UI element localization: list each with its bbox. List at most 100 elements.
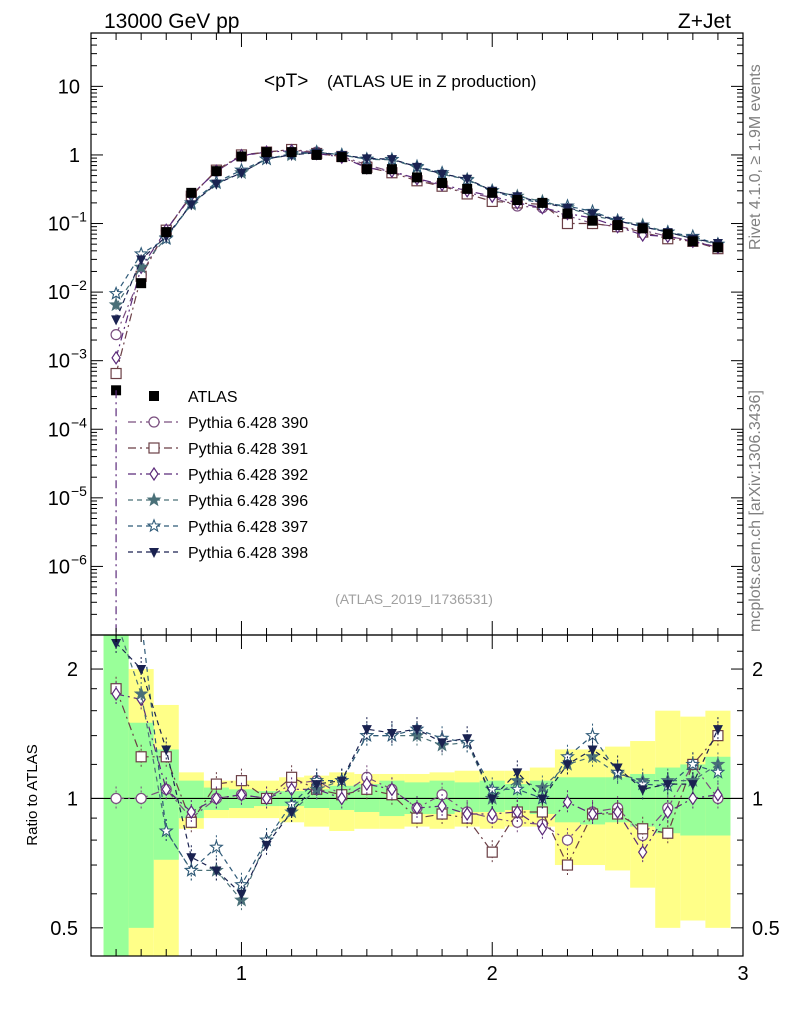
- ratio-point-s392: [713, 787, 723, 802]
- band-inner-bin: [153, 749, 179, 860]
- y-tick-label: 10: [48, 488, 70, 510]
- ratio-point-s398: [236, 889, 247, 900]
- data-point-s398: [587, 209, 598, 220]
- atlas-data-point: [637, 223, 648, 234]
- ratio-point-s397: [158, 823, 174, 838]
- ratio-point-s398: [662, 780, 673, 791]
- data-point-s398: [186, 200, 197, 211]
- ratio-point-s392: [111, 686, 121, 702]
- ratio-point-s396: [133, 686, 149, 701]
- atlas-data-point: [211, 166, 222, 177]
- data-point-s398: [412, 162, 422, 173]
- ratio-point-s398: [211, 866, 222, 877]
- ratio-point-s391: [637, 823, 649, 835]
- data-point-s391: [110, 367, 122, 380]
- ratio-point-s392: [537, 821, 548, 836]
- ratio-point-s390: [561, 834, 574, 846]
- ratio-point-s398: [537, 794, 548, 805]
- ratio-point-s392: [286, 782, 297, 797]
- y-tick-label: 10: [58, 76, 80, 98]
- ratio-point-s398: [161, 745, 172, 756]
- ratio-point-s398: [361, 725, 372, 736]
- atlas-data-point: [136, 278, 147, 289]
- y-tick-label: 1: [69, 145, 80, 167]
- ratio-point-s398: [261, 840, 272, 851]
- legend-marker-s398: [149, 548, 159, 558]
- ratio-point-s392: [637, 845, 648, 860]
- legend-marker-s392: [149, 466, 159, 482]
- ratio-point-s391: [561, 859, 574, 871]
- ratio-point-s391: [235, 775, 248, 787]
- atlas-data-point: [311, 149, 322, 160]
- atlas-data-point: [161, 227, 172, 238]
- ratio-point-s392: [387, 782, 397, 797]
- atlas-data-point: [261, 147, 272, 158]
- legend-label-s391: Pythia 6.428 391: [188, 441, 308, 458]
- y-tick-label-exponent: −5: [71, 483, 87, 499]
- atlas-data-point: [361, 164, 372, 175]
- legend-marker-s397: [146, 518, 162, 533]
- ratio-point-s398: [437, 738, 448, 749]
- x-tick-label: 2: [487, 963, 498, 985]
- ratio-point-s392: [362, 776, 372, 792]
- ratio-point-s398: [587, 745, 598, 756]
- ratio-point-s392: [487, 806, 497, 822]
- ratio-point-s392: [512, 804, 523, 820]
- data-point-s398: [462, 174, 473, 185]
- atlas-data-point: [437, 177, 448, 188]
- ratio-point-s398: [562, 760, 573, 771]
- ratio-y-tick-label: 2: [67, 659, 78, 681]
- mcplots-label: mcplots.cern.ch [arXiv:1306.3436]: [747, 390, 764, 632]
- ratio-point-s398: [512, 768, 523, 779]
- atlas-data-point: [512, 195, 523, 206]
- legend-marker-s391: [148, 442, 160, 454]
- ratio-y-tick-label-right: 2: [752, 659, 763, 681]
- data-point-s396: [133, 259, 149, 274]
- ratio-point-s391: [536, 806, 548, 818]
- y-tick-label-exponent: −6: [71, 551, 87, 567]
- y-tick-label-exponent: −4: [71, 414, 87, 430]
- legend-label-s392: Pythia 6.428 392: [188, 467, 308, 484]
- legend-label-atlas: ATLAS: [188, 389, 238, 406]
- data-point-s390: [110, 329, 122, 341]
- atlas-data-point: [537, 197, 548, 208]
- ratio-point-s392: [688, 791, 698, 806]
- ratio-y-tick-label-right: 0.5: [752, 918, 780, 940]
- ratio-point-s392: [337, 791, 347, 806]
- y-tick-label: 10: [48, 351, 70, 373]
- ratio-point-s398: [487, 794, 498, 805]
- data-point-s398: [361, 154, 372, 165]
- ratio-point-s392: [211, 791, 222, 806]
- y-tick-label: 10: [48, 556, 70, 578]
- ratio-point-s392: [612, 804, 623, 820]
- atlas-data-point: [386, 164, 397, 175]
- data-point-s397: [108, 285, 124, 300]
- ratio-point-s398: [712, 725, 723, 736]
- ratio-point-s398: [286, 807, 297, 818]
- plot-subtitle: (ATLAS UE in Z production): [327, 72, 536, 91]
- atlas-data-point: [712, 242, 723, 253]
- process-label: Z+Jet: [678, 10, 731, 33]
- ratio-point-s392: [161, 782, 171, 797]
- ratio-point-s397: [560, 749, 575, 764]
- atlas-data-point: [487, 187, 498, 198]
- atlas-data-point: [462, 183, 473, 194]
- data-point-s396: [108, 297, 124, 312]
- ratio-y-axis-label: Ratio to ATLAS: [24, 744, 41, 845]
- atlas-data-point: [186, 187, 197, 198]
- atlas-data-point: [412, 172, 422, 183]
- legend-label-s390: Pythia 6.428 390: [188, 415, 308, 432]
- y-tick-label-exponent: −1: [71, 209, 87, 225]
- ratio-y-tick-label: 0.5: [50, 918, 78, 940]
- data-point-s392: [111, 350, 121, 365]
- y-tick-label: 10: [48, 419, 70, 441]
- ratio-point-s392: [663, 804, 673, 820]
- data-point-s398: [386, 155, 397, 166]
- atlas-data-point: [612, 220, 623, 231]
- legend-label-s396: Pythia 6.428 396: [188, 493, 308, 510]
- x-tick-label: 1: [236, 963, 247, 985]
- analysis-id-label: (ATLAS_2019_I1736531): [335, 591, 493, 607]
- ratio-point-s397: [284, 796, 299, 811]
- ratio-point-s390: [135, 792, 147, 805]
- y-tick-label: 10: [48, 282, 70, 304]
